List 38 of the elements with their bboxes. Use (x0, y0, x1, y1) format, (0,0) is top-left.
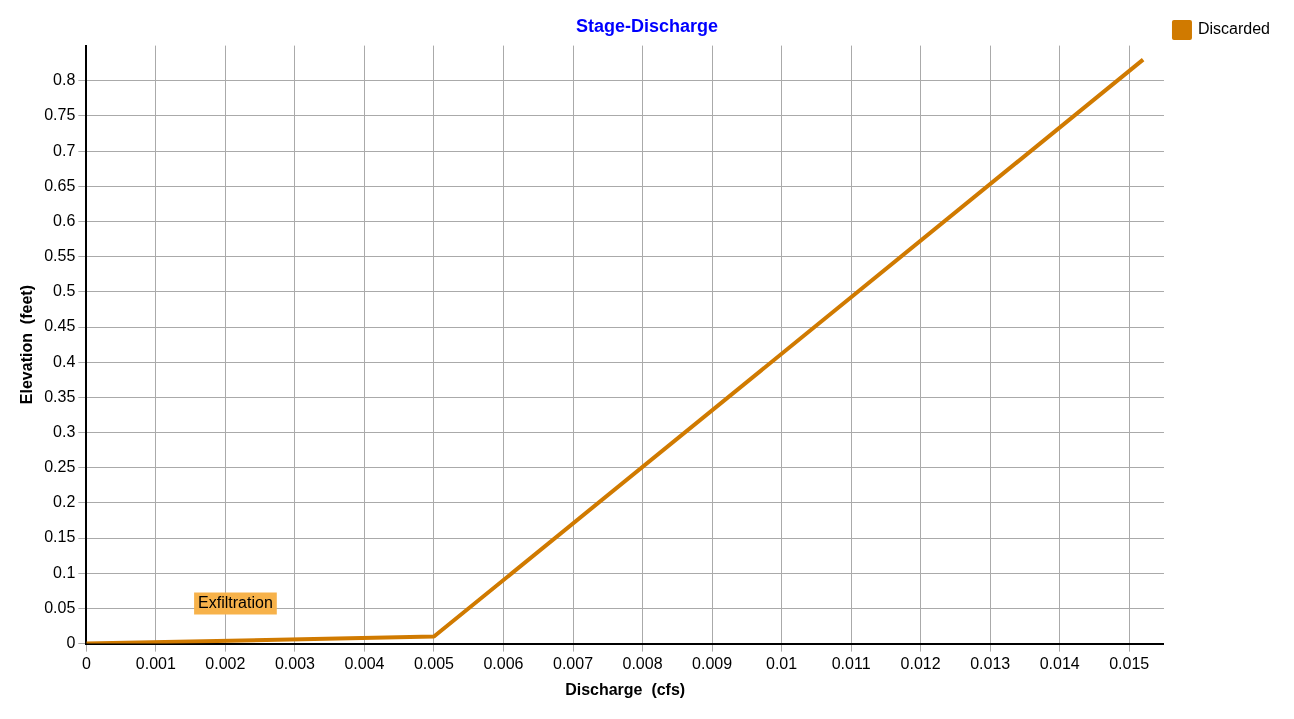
y-tick-label: 0.45 (44, 317, 76, 335)
y-tick-label: 0.25 (44, 458, 76, 476)
x-tick-label: 0.014 (1039, 654, 1080, 672)
y-tick-label: 0.2 (53, 493, 76, 511)
x-tick-label: 0.015 (1109, 654, 1150, 672)
y-tick-label: 0.55 (44, 247, 76, 265)
chart-title: Stage-Discharge (575, 15, 719, 36)
x-tick-label: 0.002 (205, 654, 246, 672)
x-axis-title: Discharge (cfs) (565, 680, 686, 698)
legend-label: Discarded (1197, 20, 1270, 38)
y-tick-label: 0.1 (53, 563, 76, 581)
x-tick-label: 0.009 (692, 654, 733, 672)
x-tick-label: 0.004 (344, 654, 385, 672)
y-tick-label: 0.75 (44, 106, 76, 124)
y-tick-label: 0 (66, 634, 76, 652)
x-tick-label: 0.012 (900, 654, 941, 672)
x-tick-label: 0.006 (483, 654, 524, 672)
x-tick-label: 0.008 (622, 654, 663, 672)
y-tick-label: 0.3 (53, 422, 76, 440)
y-tick-label: 0.65 (44, 176, 76, 194)
y-tick-label: 0.5 (53, 282, 76, 300)
x-tick-label: 0.01 (766, 654, 798, 672)
y-axis-title: Elevation (feet) (18, 285, 36, 405)
x-tick-label: 0.005 (413, 654, 455, 672)
y-tick-label: 0.15 (44, 528, 76, 546)
x-tick-label: 0.013 (970, 654, 1011, 672)
x-tick-label: 0.011 (831, 654, 871, 672)
x-tick-label: 0.001 (135, 654, 176, 672)
y-tick-label: 0.05 (44, 598, 76, 616)
x-tick-label: 0.007 (552, 654, 594, 672)
y-tick-label: 0.7 (53, 141, 76, 159)
y-tick-label: 0.4 (53, 352, 76, 370)
y-tick-label: 0.35 (44, 387, 76, 405)
annotation: Exfiltration (198, 594, 273, 612)
y-tick-label: 0.8 (53, 71, 76, 89)
x-tick-label: 0.003 (274, 654, 316, 672)
x-tick-label: 0 (81, 654, 91, 672)
y-tick-label: 0.6 (53, 211, 76, 229)
